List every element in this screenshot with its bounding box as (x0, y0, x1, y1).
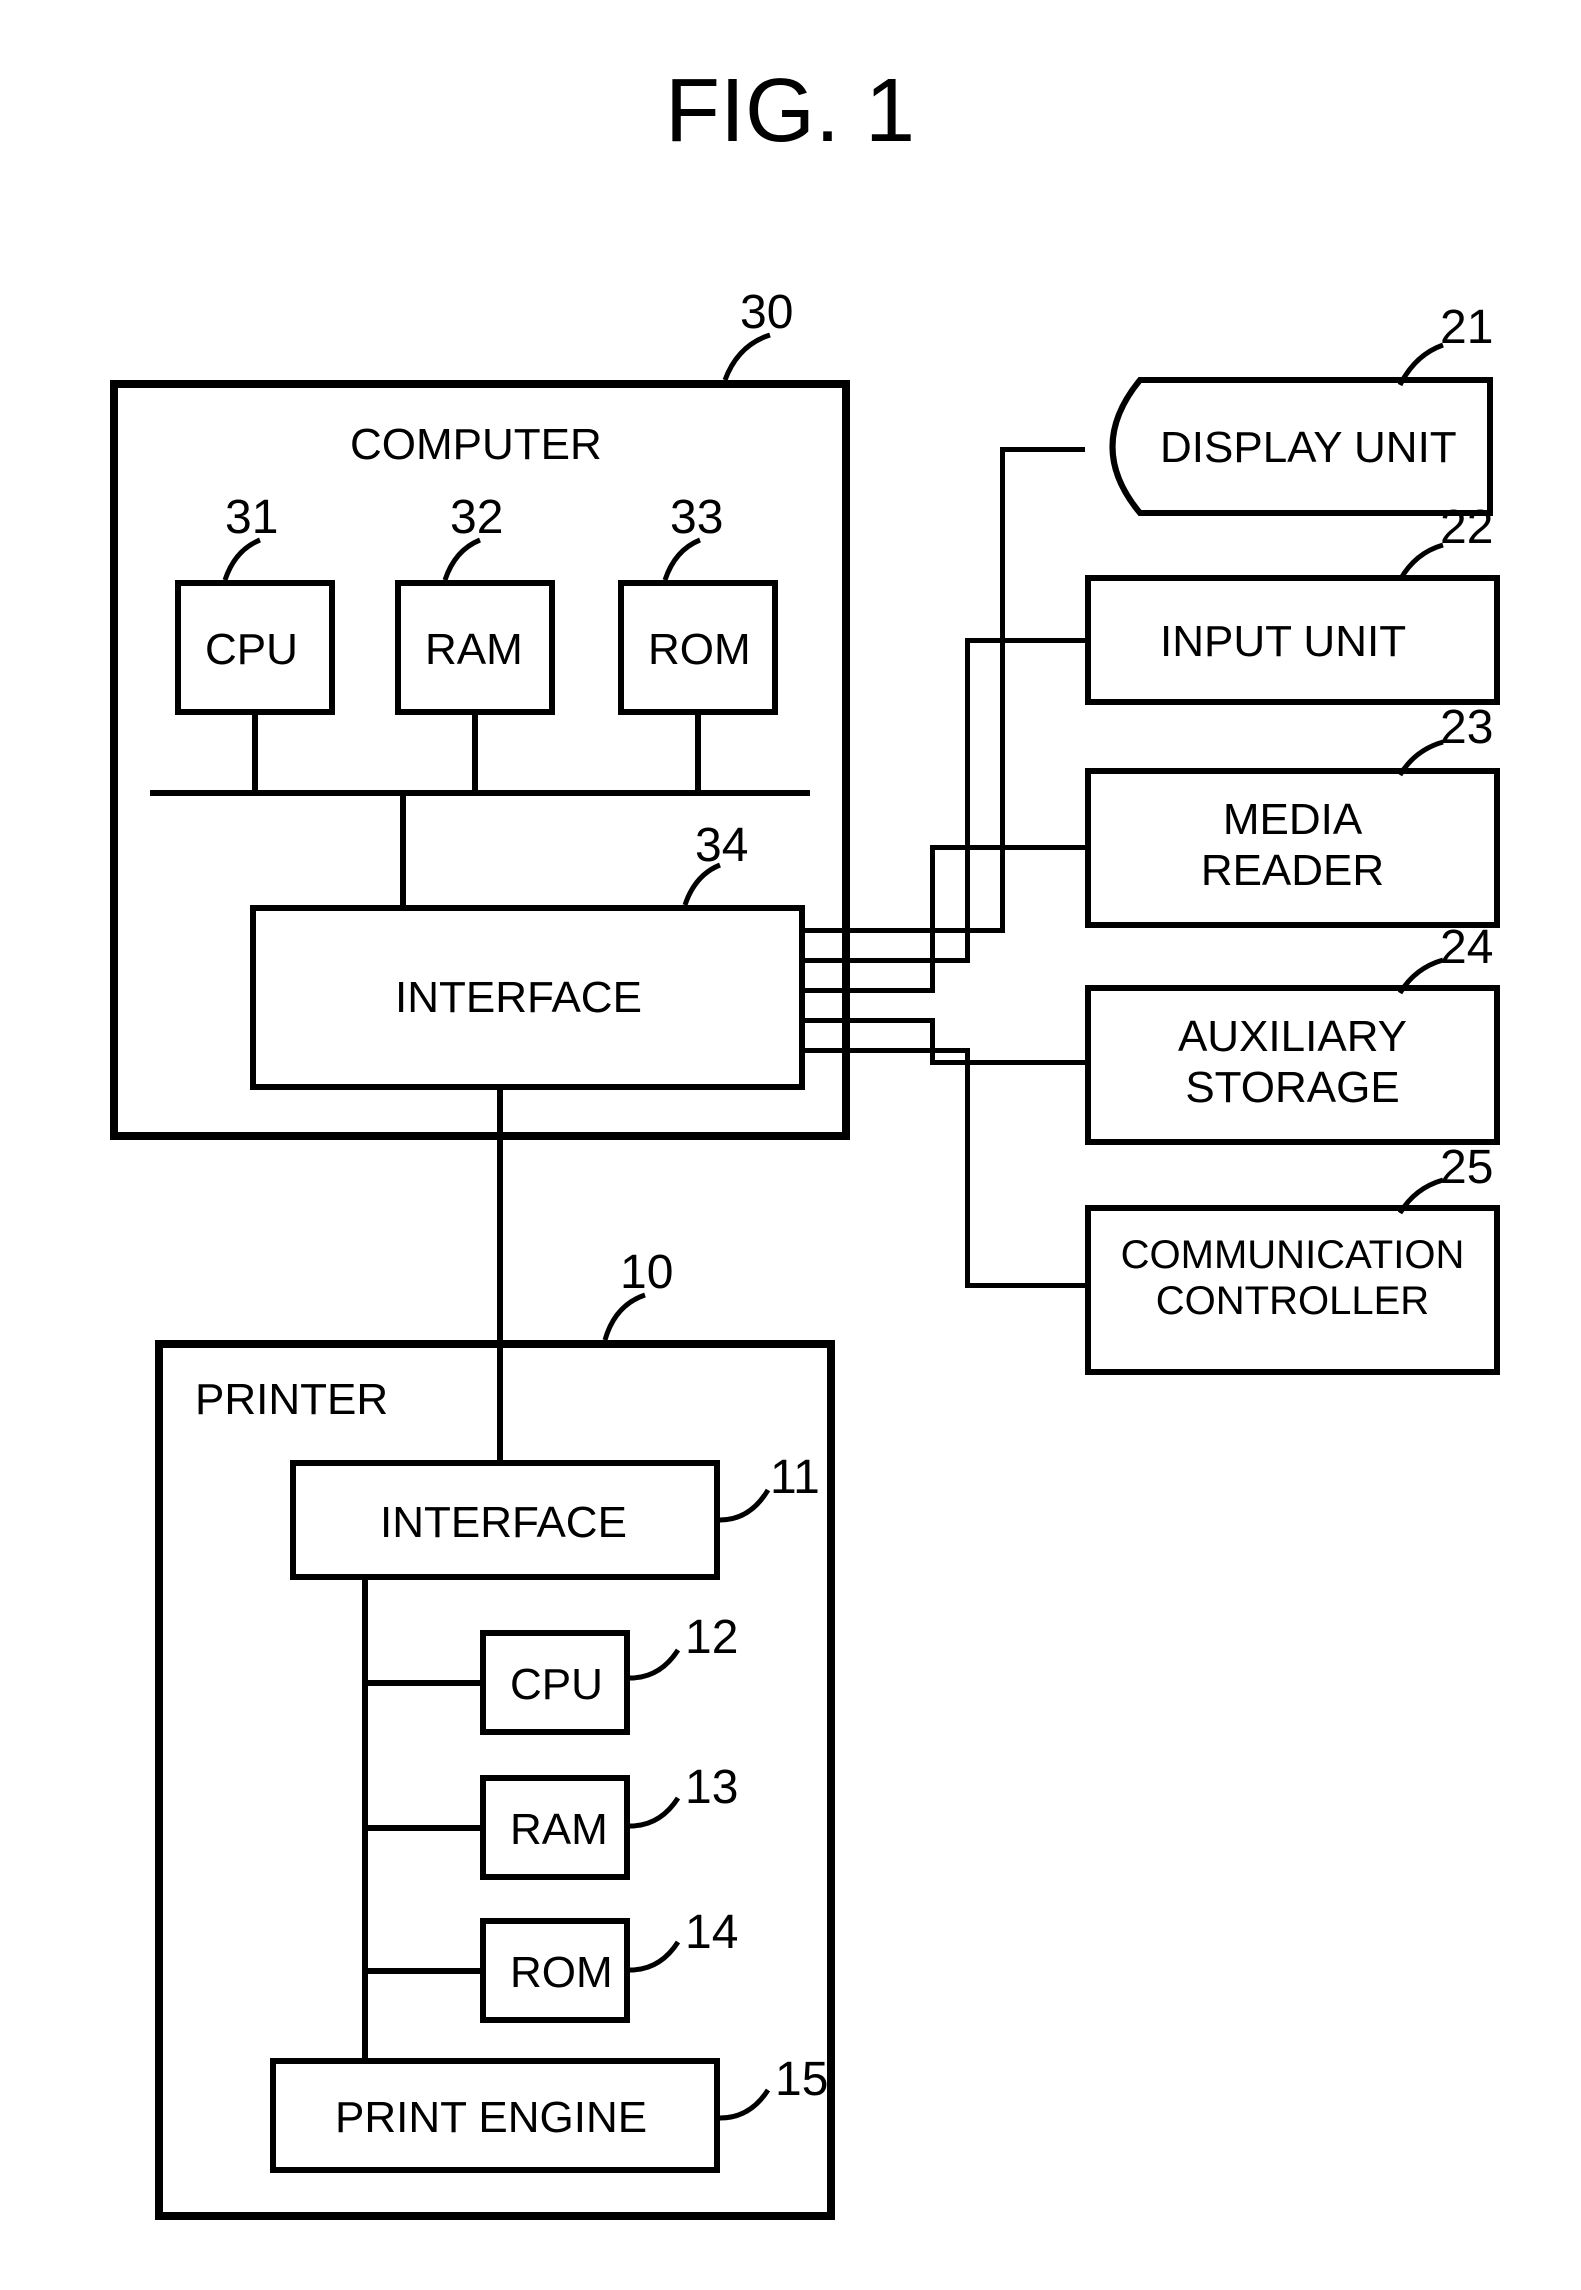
leader-10 (600, 1295, 670, 1350)
figure-canvas: FIG. 1 COMPUTER 30 CPU RAM ROM 31 32 33 … (0, 0, 1581, 2290)
figure-title: FIG. 1 (520, 60, 1060, 163)
printer-rom-label: ROM (510, 1948, 613, 1998)
printer-label: PRINTER (195, 1375, 388, 1425)
wire-disp-v (1000, 447, 1005, 933)
wire-disp-h2 (1000, 447, 1085, 452)
leader-25 (1395, 1180, 1455, 1220)
leader-33 (660, 540, 730, 590)
bus-drop-rom (695, 715, 701, 794)
leader-30 (720, 335, 800, 395)
printer-rom-conn (362, 1968, 482, 1974)
leader-34 (680, 865, 750, 915)
leader-11 (720, 1490, 780, 1530)
leader-31 (220, 540, 290, 590)
wire-comm-h2 (965, 1283, 1085, 1288)
aux-storage-label: AUXILIARY STORAGE (1085, 1012, 1500, 1113)
printer-cpu-label: CPU (510, 1660, 603, 1710)
printer-vbus (362, 1580, 368, 2058)
leader-13 (630, 1798, 690, 1838)
input-unit-label: INPUT UNIT (1160, 617, 1406, 667)
leader-22 (1395, 545, 1455, 585)
computer-bus (150, 790, 810, 796)
leader-24 (1395, 960, 1455, 1000)
printer-cpu-conn (362, 1680, 482, 1686)
display-unit-label: DISPLAY UNIT (1160, 423, 1457, 473)
conn-computer-printer (497, 1090, 503, 1460)
wire-media-h1 (805, 988, 935, 993)
leader-12 (630, 1650, 690, 1690)
wire-input-h2 (965, 638, 1085, 643)
print-engine-label: PRINT ENGINE (335, 2093, 647, 2143)
ram-ref: 32 (450, 490, 503, 545)
wire-aux-v (930, 1018, 935, 1065)
wire-media-h2 (930, 845, 1085, 850)
leader-32 (440, 540, 510, 590)
wire-comm-h1 (805, 1048, 970, 1053)
printer-ram-conn (362, 1825, 482, 1831)
leader-14 (630, 1942, 690, 1982)
comm-controller-label: COMMUNICATION CONTROLLER (1085, 1232, 1500, 1324)
rom-ref: 33 (670, 490, 723, 545)
bus-drop-ram (472, 715, 478, 794)
cpu-ref: 31 (225, 490, 278, 545)
wire-media-v (930, 845, 935, 993)
leader-23 (1395, 742, 1455, 782)
bus-drop-cpu (252, 715, 258, 794)
wire-aux-h1 (805, 1018, 935, 1023)
wire-comm-v (965, 1048, 970, 1288)
print-engine-ref: 15 (775, 2052, 828, 2107)
printer-ram-ref: 13 (685, 1760, 738, 1815)
wire-disp-h1 (805, 928, 1005, 933)
computer-interface-label: INTERFACE (395, 973, 642, 1023)
leader-15 (720, 2090, 780, 2130)
computer-rom-label: ROM (648, 625, 751, 675)
wire-aux-h2 (930, 1060, 1085, 1065)
bus-to-interface (400, 790, 406, 905)
computer-label: COMPUTER (350, 420, 602, 470)
computer-cpu-label: CPU (205, 625, 298, 675)
computer-ram-label: RAM (425, 625, 523, 675)
media-reader-label: MEDIA READER (1085, 795, 1500, 896)
printer-ram-label: RAM (510, 1805, 608, 1855)
leader-21 (1395, 345, 1455, 390)
printer-ref: 10 (620, 1245, 673, 1300)
printer-rom-ref: 14 (685, 1905, 738, 1960)
wire-input-h1 (805, 958, 970, 963)
wire-input-v (965, 638, 970, 963)
computer-ref: 30 (740, 285, 793, 340)
printer-cpu-ref: 12 (685, 1610, 738, 1665)
printer-interface-label: INTERFACE (380, 1498, 627, 1548)
